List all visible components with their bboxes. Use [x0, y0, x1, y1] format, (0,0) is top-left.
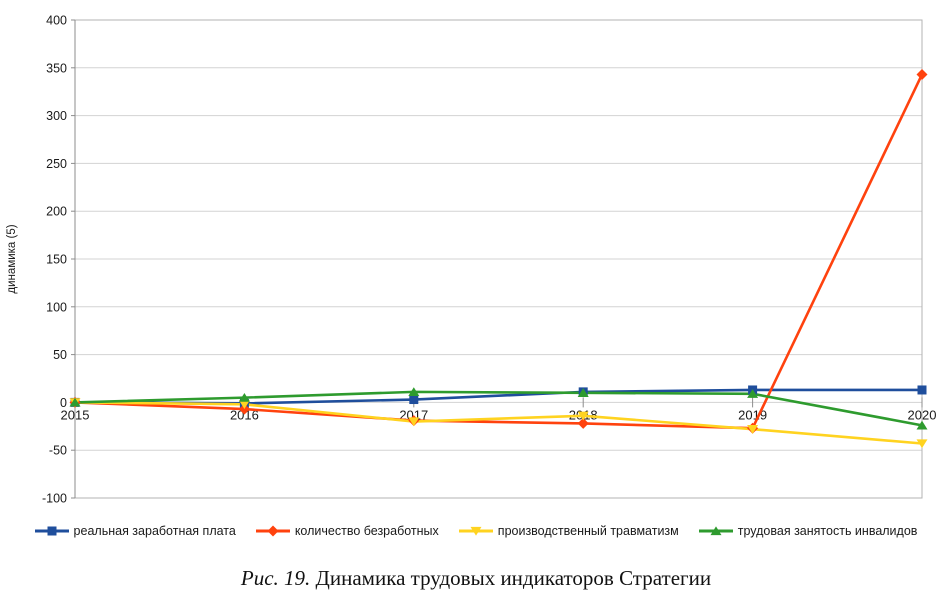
y-tick-label: 200 — [46, 205, 67, 219]
data-point-s2-x1 — [238, 400, 250, 409]
caption-figure-number: Рис. 19. — [240, 566, 311, 590]
caption-title-text: Динамика трудовых индикаторов Стратегии — [310, 566, 712, 590]
legend-triangle-down-icon — [458, 526, 493, 536]
legend-label: количество безработных — [294, 524, 439, 538]
y-tick-label: 300 — [46, 109, 67, 123]
data-point-s3-x2 — [408, 387, 420, 397]
line-chart: 400 350 300 250 200 150 100 50 0 -50 -100 2015 2016 2… — [6, 14, 937, 506]
series-line-2 — [74, 401, 923, 445]
y-tick-label: 100 — [46, 300, 67, 314]
series-line-1 — [74, 73, 924, 430]
legend-label: производственный травматизм — [497, 524, 679, 538]
x-tick-label: 2016 — [230, 407, 259, 422]
y-tick-label: -100 — [42, 492, 67, 506]
legend-square-icon — [34, 526, 69, 536]
legend-item: трудовая занятость инвалидов — [698, 524, 918, 538]
data-point-s3-x3 — [577, 388, 589, 397]
data-point-s3-x0 — [69, 397, 81, 407]
y-tick-label: 0 — [60, 396, 67, 410]
data-point-s2-x4 — [747, 425, 759, 434]
series-line-3 — [74, 390, 923, 427]
y-tick-label: 400 — [46, 14, 67, 28]
legend-item: производственный травматизм — [458, 524, 679, 538]
x-tick-label: 2020 — [908, 407, 937, 422]
data-point-s0-x2 — [409, 395, 419, 405]
y-axis-title: динамика (5) — [6, 224, 18, 293]
chart-legend: реальная заработная плата количество безр… — [0, 524, 952, 538]
data-point-s1-x5 — [916, 68, 928, 80]
legend-diamond-icon — [255, 525, 290, 537]
x-tick-label: 2017 — [399, 407, 428, 422]
data-point-s0-x5 — [917, 385, 927, 395]
y-tick-label: 150 — [46, 253, 67, 267]
data-point-s3-x1 — [238, 392, 250, 402]
y-tick-label: -50 — [49, 444, 67, 458]
legend-label: реальная заработная плата — [73, 524, 236, 538]
y-tick-label: 250 — [46, 157, 67, 171]
legend-triangle-up-icon — [698, 526, 733, 536]
figure-caption: Рис. 19. Динамика трудовых индикаторов С… — [0, 566, 952, 591]
data-point-s3-x4 — [747, 389, 759, 398]
data-point-s1-x1 — [238, 403, 250, 415]
data-point-s1-x3 — [577, 417, 589, 429]
x-tick-label: 2015 — [61, 407, 90, 422]
data-point-s3-x5 — [916, 420, 928, 430]
legend-label: трудовая занятость инвалидов — [737, 524, 918, 538]
legend-item: количество безработных — [255, 524, 439, 538]
data-point-s2-x2 — [408, 417, 420, 427]
legend-item: реальная заработная плата — [34, 524, 236, 538]
y-tick-label: 350 — [46, 61, 67, 75]
data-point-s2-x3 — [577, 411, 589, 421]
y-tick-label: 50 — [53, 348, 67, 362]
data-point-s2-x5 — [916, 439, 928, 449]
